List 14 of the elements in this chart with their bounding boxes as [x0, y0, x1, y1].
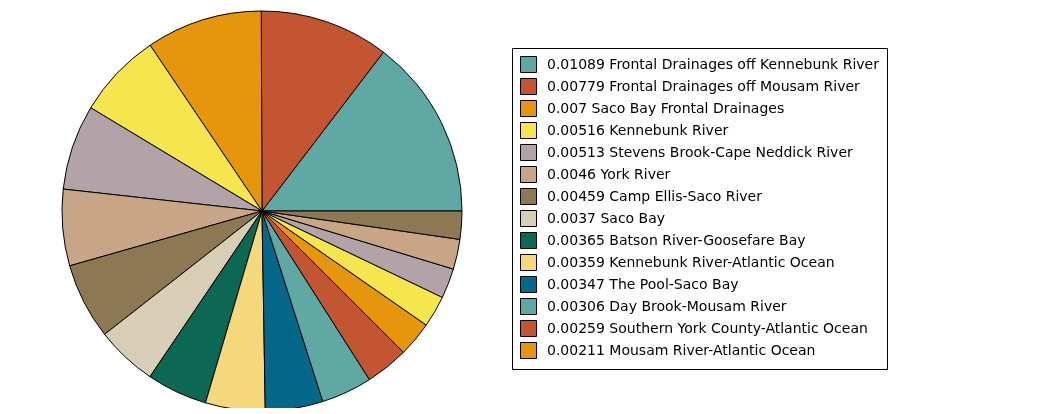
- legend-label: 0.00779 Frontal Drainages off Mousam River: [547, 77, 861, 94]
- legend-label: 0.00513 Stevens Brook-Cape Neddick River: [547, 143, 854, 160]
- legend-label: 0.00516 Kennebunk River: [547, 121, 729, 138]
- legend-label: 0.00306 Day Brook-Mousam River: [547, 297, 787, 314]
- legend-label: 0.0037 Saco Bay: [547, 209, 666, 226]
- legend-label: 0.00211 Mousam River-Atlantic Ocean: [547, 341, 816, 358]
- legend-label: 0.01089 Frontal Drainages off Kennebunk River: [547, 55, 880, 72]
- legend-label: 0.00359 Kennebunk River-Atlantic Ocean: [547, 253, 835, 270]
- legend-label: 0.00365 Batson River-Goosefare Bay: [547, 231, 806, 248]
- legend-label: 0.00259 Southern York County-Atlantic Ocean: [547, 319, 868, 336]
- legend-label: 0.0046 York River: [547, 165, 671, 182]
- legend-label: 0.00347 The Pool-Saco Bay: [547, 275, 739, 292]
- legend-label: 0.007 Saco Bay Frontal Drainages: [547, 99, 785, 116]
- legend-label: 0.00459 Camp Ellis-Saco River: [547, 187, 763, 204]
